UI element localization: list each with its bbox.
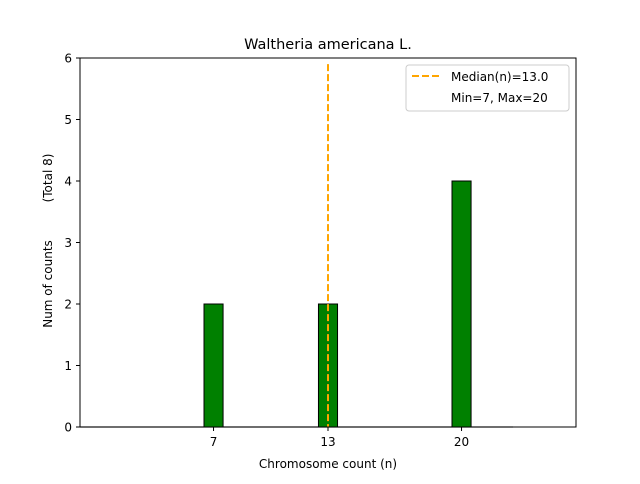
legend-median-label: Median(n)=13.0: [451, 70, 548, 84]
x-tick-label: 7: [210, 435, 218, 449]
y-tick-label: 6: [64, 52, 72, 66]
plot-frame: [79, 57, 577, 428]
bar-20: [451, 180, 472, 428]
y-tick-label: 3: [64, 236, 72, 250]
chart-title: Waltheria americana L.: [244, 37, 412, 53]
y-axis-label: Num of counts: [41, 240, 55, 328]
y-tick-label: 1: [64, 359, 72, 373]
legend: Median(n)=13.0 Min=7, Max=20: [405, 64, 570, 112]
y-axis-total-label: (Total 8): [41, 154, 55, 203]
y-tick-label: 5: [64, 113, 72, 127]
y-tick-label: 4: [64, 175, 72, 189]
legend-box: [405, 64, 570, 112]
x-axis-label: Chromosome count (n): [259, 457, 397, 471]
y-tick-label: 0: [64, 421, 72, 435]
x-tick-label: 20: [454, 435, 469, 449]
y-tick-label: 2: [64, 298, 72, 312]
legend-minmax-label: Min=7, Max=20: [451, 91, 548, 105]
x-tick-label: 13: [320, 435, 335, 449]
bar-7: [203, 303, 224, 428]
